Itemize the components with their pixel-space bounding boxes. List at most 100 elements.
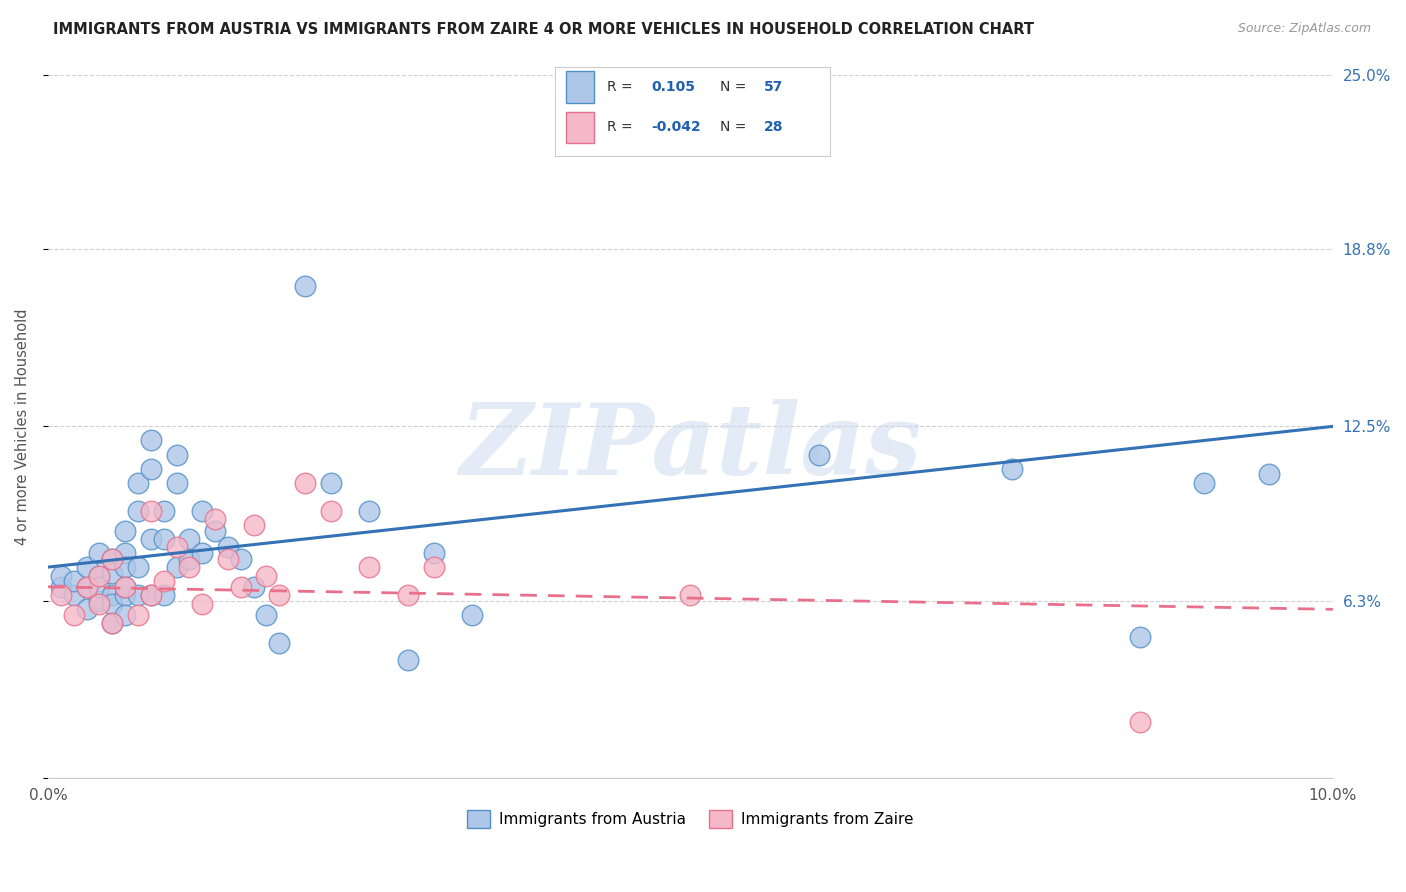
FancyBboxPatch shape — [567, 71, 593, 103]
Text: IMMIGRANTS FROM AUSTRIA VS IMMIGRANTS FROM ZAIRE 4 OR MORE VEHICLES IN HOUSEHOLD: IMMIGRANTS FROM AUSTRIA VS IMMIGRANTS FR… — [53, 22, 1035, 37]
Point — [62, 574, 84, 589]
Point — [242, 580, 264, 594]
Point — [114, 524, 136, 538]
Point — [461, 607, 484, 622]
Point — [76, 580, 98, 594]
Point — [269, 636, 291, 650]
Point — [127, 560, 149, 574]
Point — [62, 607, 84, 622]
Text: R =: R = — [607, 80, 637, 94]
Text: 28: 28 — [763, 120, 783, 134]
Point — [1129, 714, 1152, 729]
Point — [359, 560, 381, 574]
Point — [359, 504, 381, 518]
Point — [422, 560, 444, 574]
Point — [166, 448, 188, 462]
Point — [114, 588, 136, 602]
Point — [76, 580, 98, 594]
Point — [166, 475, 188, 490]
Point — [204, 524, 226, 538]
Point — [242, 517, 264, 532]
Point — [179, 560, 201, 574]
Point — [269, 588, 291, 602]
Point — [76, 602, 98, 616]
Text: N =: N = — [720, 120, 751, 134]
Point — [114, 580, 136, 594]
Point — [1001, 461, 1024, 475]
Point — [101, 551, 124, 566]
Point — [89, 597, 111, 611]
Text: ZIPatlas: ZIPatlas — [460, 400, 922, 496]
Point — [191, 546, 214, 560]
Point — [114, 546, 136, 560]
Point — [89, 568, 111, 582]
Point — [101, 566, 124, 580]
Text: N =: N = — [720, 80, 751, 94]
Point — [62, 588, 84, 602]
Text: 57: 57 — [763, 80, 783, 94]
Point — [204, 512, 226, 526]
Point — [127, 588, 149, 602]
FancyBboxPatch shape — [567, 112, 593, 143]
Point — [229, 551, 252, 566]
Text: -0.042: -0.042 — [651, 120, 702, 134]
Point — [679, 588, 702, 602]
Point — [319, 504, 342, 518]
Point — [139, 588, 162, 602]
Point — [101, 616, 124, 631]
Point — [89, 580, 111, 594]
Text: 0.105: 0.105 — [651, 80, 696, 94]
Point — [139, 532, 162, 546]
Legend: Immigrants from Austria, Immigrants from Zaire: Immigrants from Austria, Immigrants from… — [461, 804, 920, 834]
Point — [114, 607, 136, 622]
Point — [101, 597, 124, 611]
Point — [166, 560, 188, 574]
Point — [114, 560, 136, 574]
Y-axis label: 4 or more Vehicles in Household: 4 or more Vehicles in Household — [15, 308, 30, 545]
Point — [127, 504, 149, 518]
Point — [139, 434, 162, 448]
Point — [166, 541, 188, 555]
Point — [319, 475, 342, 490]
Point — [139, 461, 162, 475]
Point — [89, 546, 111, 560]
Point — [152, 574, 174, 589]
Point — [422, 546, 444, 560]
Point — [127, 607, 149, 622]
Point — [139, 504, 162, 518]
Point — [179, 551, 201, 566]
Point — [76, 560, 98, 574]
Point — [101, 588, 124, 602]
Point — [89, 594, 111, 608]
Point — [229, 580, 252, 594]
Point — [49, 568, 72, 582]
Point — [256, 607, 278, 622]
Point — [1257, 467, 1279, 482]
Point — [127, 475, 149, 490]
Point — [1194, 475, 1216, 490]
Point — [217, 541, 239, 555]
Point — [89, 568, 111, 582]
Point — [1129, 631, 1152, 645]
Point — [49, 580, 72, 594]
Point — [179, 532, 201, 546]
Point — [152, 532, 174, 546]
Point — [807, 448, 830, 462]
Point — [139, 588, 162, 602]
Point — [191, 597, 214, 611]
Point — [396, 588, 419, 602]
Point — [294, 475, 316, 490]
Text: Source: ZipAtlas.com: Source: ZipAtlas.com — [1237, 22, 1371, 36]
Point — [191, 504, 214, 518]
Point — [396, 653, 419, 667]
Point — [101, 551, 124, 566]
Point — [217, 551, 239, 566]
Point — [49, 588, 72, 602]
Point — [294, 278, 316, 293]
Point — [256, 568, 278, 582]
Point — [152, 504, 174, 518]
Point — [152, 588, 174, 602]
Point — [101, 616, 124, 631]
Text: R =: R = — [607, 120, 637, 134]
Point — [114, 580, 136, 594]
